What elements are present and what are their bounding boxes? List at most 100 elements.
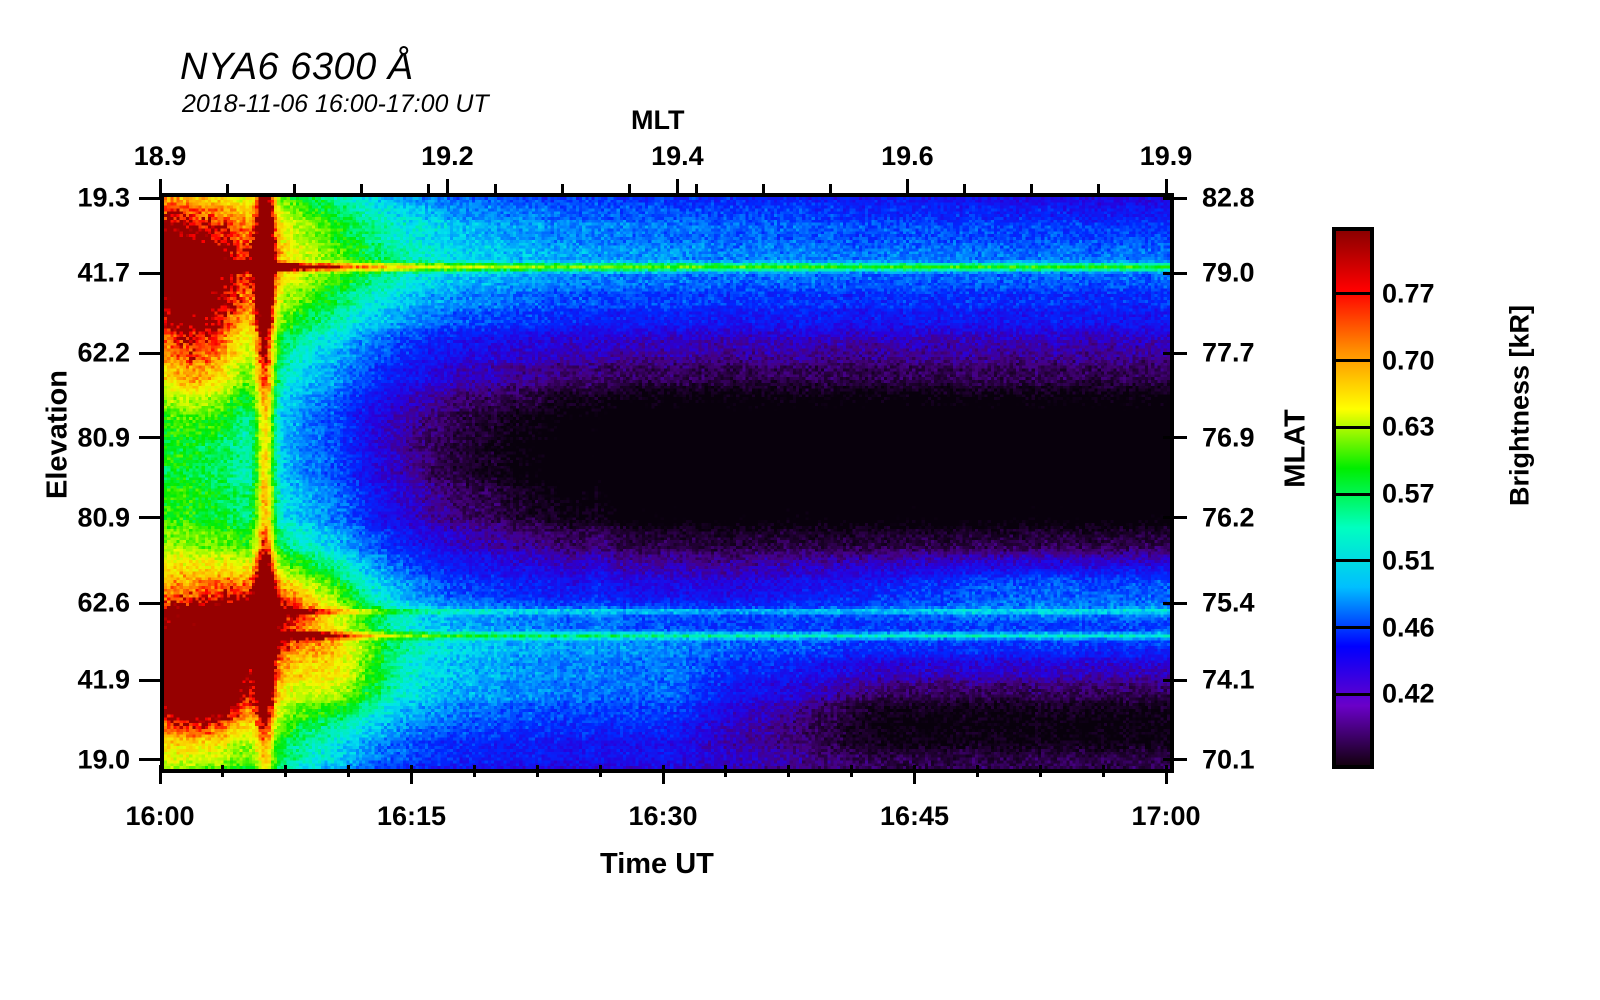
colorbar-separator-2 xyxy=(1336,425,1370,429)
left-tick-label-3: 80.9 xyxy=(77,422,130,453)
bottom-tick-1 xyxy=(410,765,413,784)
bottom-minor-tick-5 xyxy=(472,765,476,777)
left-tick-2 xyxy=(139,351,163,355)
page-title: NYA6 6300 Å xyxy=(180,46,414,88)
right-tick-3 xyxy=(1163,436,1187,440)
left-tick-label-6: 41.9 xyxy=(77,664,130,695)
bottom-tick-label-4: 17:00 xyxy=(1131,801,1201,831)
keogram-image xyxy=(164,197,1170,769)
colorbar-title: Brightness [kR] xyxy=(1504,304,1535,507)
top-minor-tick-8 xyxy=(695,184,699,196)
left-tick-3 xyxy=(139,436,163,440)
colorbar xyxy=(1332,227,1374,769)
top-minor-tick-13 xyxy=(1030,184,1034,196)
bottom-axis-title: Time UT xyxy=(600,848,714,880)
colorbar-separator-3 xyxy=(1336,492,1370,496)
colorbar-separator-4 xyxy=(1336,559,1370,563)
top-tick-label-3: 19.6 xyxy=(881,141,934,171)
bottom-minor-tick-9 xyxy=(724,765,728,777)
colorbar-separator-5 xyxy=(1336,626,1370,629)
top-axis-title: MLT xyxy=(631,105,685,135)
top-minor-tick-9 xyxy=(762,184,766,196)
colorbar-tick-label-2: 0.63 xyxy=(1382,411,1435,442)
colorbar-tick-label-1: 0.70 xyxy=(1382,345,1435,375)
colorbar-tick-label-6: 0.42 xyxy=(1382,678,1435,709)
colorbar-separator-0 xyxy=(1336,292,1370,296)
colorbar-tick-label-5: 0.46 xyxy=(1382,612,1435,642)
top-minor-tick-3 xyxy=(359,184,363,196)
top-tick-label-1: 19.2 xyxy=(421,141,474,171)
bottom-minor-tick-2 xyxy=(284,765,288,777)
bottom-minor-tick-14 xyxy=(1038,765,1042,777)
bottom-minor-tick-1 xyxy=(221,765,225,777)
bottom-tick-label-3: 16:45 xyxy=(879,801,950,831)
top-minor-tick-10 xyxy=(829,184,833,196)
right-tick-label-7: 70.1 xyxy=(1202,744,1255,775)
right-tick-4 xyxy=(1163,516,1187,520)
right-tick-label-3: 76.9 xyxy=(1202,422,1255,453)
right-tick-label-4: 76.2 xyxy=(1202,502,1255,533)
bottom-tick-4 xyxy=(1164,765,1168,784)
page-subtitle: 2018-11-06 16:00-17:00 UT xyxy=(182,90,489,118)
top-tick-label-2: 19.4 xyxy=(651,141,704,171)
left-tick-5 xyxy=(139,601,163,605)
left-tick-label-2: 62.2 xyxy=(77,337,130,368)
left-tick-7 xyxy=(139,758,163,762)
bottom-tick-label-0: 16:00 xyxy=(125,801,195,831)
colorbar-separator-6 xyxy=(1336,692,1370,696)
right-tick-2 xyxy=(1163,351,1187,355)
top-minor-tick-6 xyxy=(560,184,564,196)
keogram-plot-area xyxy=(160,193,1174,773)
left-tick-1 xyxy=(139,271,163,275)
top-tick-0 xyxy=(158,179,162,197)
keogram-canvas xyxy=(164,197,1170,769)
left-tick-label-5: 62.6 xyxy=(77,587,130,618)
right-axis-title: MLAT xyxy=(1279,409,1312,488)
top-minor-tick-7 xyxy=(627,184,631,196)
right-tick-1 xyxy=(1163,271,1187,275)
top-tick-3 xyxy=(905,179,909,197)
top-minor-tick-1 xyxy=(225,184,229,196)
top-minor-tick-4 xyxy=(426,184,430,196)
bottom-minor-tick-13 xyxy=(975,765,979,777)
left-tick-label-0: 19.3 xyxy=(77,182,130,213)
bottom-tick-2 xyxy=(661,765,665,784)
bottom-minor-tick-10 xyxy=(787,765,791,777)
top-tick-2 xyxy=(675,179,679,197)
bottom-tick-label-2: 16:30 xyxy=(628,801,698,831)
top-tick-label-4: 19.9 xyxy=(1139,141,1193,171)
colorbar-tick-label-3: 0.57 xyxy=(1382,478,1435,509)
right-tick-label-0: 82.8 xyxy=(1202,182,1255,213)
bottom-minor-tick-7 xyxy=(598,765,602,777)
top-tick-1 xyxy=(445,179,449,197)
left-tick-label-1: 41.7 xyxy=(77,257,130,288)
right-tick-5 xyxy=(1163,601,1187,605)
right-tick-0 xyxy=(1163,196,1187,200)
bottom-minor-tick-15 xyxy=(1101,765,1105,777)
left-tick-6 xyxy=(139,678,163,682)
bottom-minor-tick-3 xyxy=(347,765,351,777)
right-tick-6 xyxy=(1163,678,1187,682)
colorbar-tick-label-4: 0.51 xyxy=(1382,545,1435,576)
right-tick-label-1: 79.0 xyxy=(1202,257,1255,288)
right-tick-label-2: 77.7 xyxy=(1202,337,1255,368)
bottom-minor-tick-6 xyxy=(535,765,539,777)
right-tick-7 xyxy=(1163,758,1187,762)
left-tick-4 xyxy=(139,516,163,520)
bottom-tick-3 xyxy=(913,765,916,784)
top-minor-tick-2 xyxy=(292,184,296,196)
right-tick-label-6: 74.1 xyxy=(1202,664,1255,695)
top-minor-tick-5 xyxy=(493,184,497,196)
top-minor-tick-12 xyxy=(963,184,967,196)
left-tick-0 xyxy=(139,196,163,200)
bottom-tick-0 xyxy=(158,765,162,784)
bottom-minor-tick-11 xyxy=(850,765,854,777)
top-tick-4 xyxy=(1164,179,1168,197)
colorbar-gradient xyxy=(1336,231,1370,765)
top-minor-tick-14 xyxy=(1097,184,1101,196)
bottom-tick-label-1: 16:15 xyxy=(376,801,447,831)
left-tick-label-7: 19.0 xyxy=(77,744,130,775)
right-tick-label-5: 75.4 xyxy=(1202,587,1255,618)
top-tick-label-0: 18.9 xyxy=(133,141,187,171)
left-tick-label-4: 80.9 xyxy=(77,502,130,533)
